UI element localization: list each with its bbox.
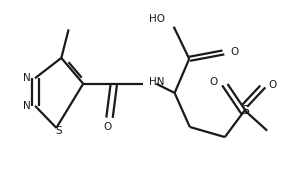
Text: S: S (55, 126, 62, 136)
Text: N: N (23, 73, 31, 83)
Text: S: S (241, 104, 249, 117)
Text: N: N (23, 101, 31, 111)
Text: O: O (231, 47, 239, 57)
Text: O: O (269, 80, 277, 90)
Text: HN: HN (149, 77, 164, 87)
Text: HO: HO (149, 14, 165, 24)
Text: O: O (103, 122, 112, 132)
Text: O: O (209, 77, 218, 87)
